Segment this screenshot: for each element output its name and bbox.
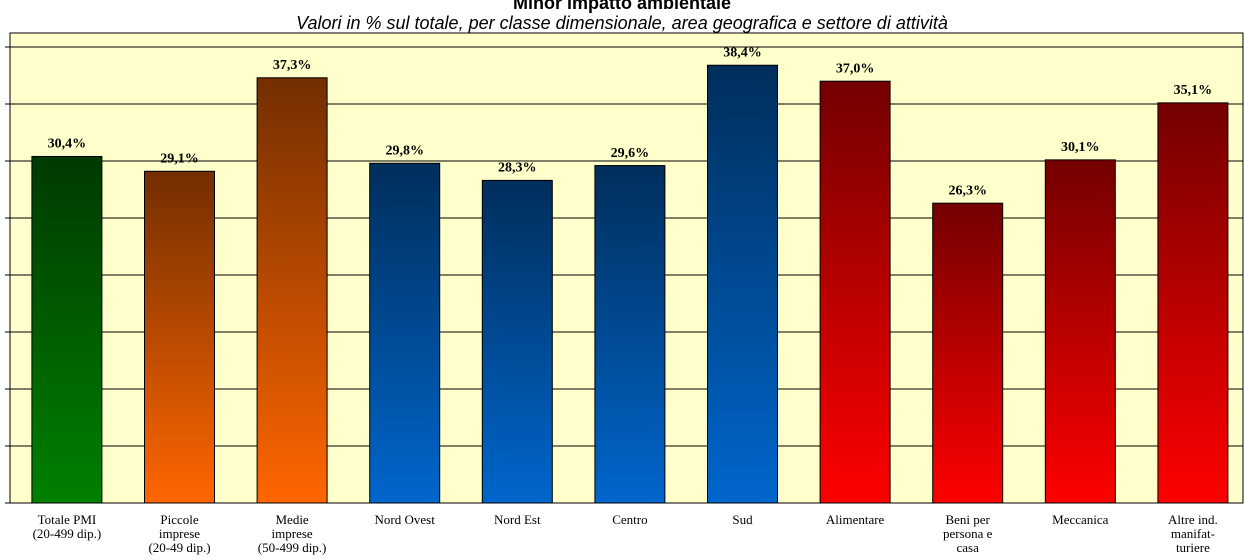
value-label: 30,1% [1061, 140, 1100, 155]
x-tick-label: Medie [275, 512, 308, 527]
x-tick-label: imprese [272, 526, 313, 541]
bar [819, 80, 891, 504]
bar [369, 162, 441, 504]
value-label: 26,3% [948, 183, 987, 198]
bar [707, 64, 778, 504]
value-label: 29,1% [160, 151, 199, 166]
x-tick-label: Alimentare [826, 512, 885, 527]
value-label: 38,4% [723, 45, 762, 60]
bar [1044, 159, 1116, 504]
x-tick-label: (20-499 dip.) [33, 526, 102, 541]
x-tick-label: Totale PMI [38, 512, 97, 527]
x-tick-label: Beni per [945, 512, 990, 527]
x-tick-label: casa [957, 540, 980, 555]
x-tick-label: imprese [159, 526, 200, 541]
value-label: 28,3% [498, 161, 537, 176]
bar [144, 170, 215, 504]
chart-subtitle: Valori in % sul totale, per classe dimen… [296, 13, 948, 33]
x-tick-label: Nord Ovest [375, 512, 436, 527]
x-tick-label: (20-49 dip.) [148, 540, 210, 555]
bar [932, 202, 1004, 504]
x-tick-label: Centro [612, 512, 647, 527]
x-tick-label: turiere [1176, 540, 1210, 555]
bar [594, 165, 666, 504]
x-tick-label: persona e [943, 526, 993, 541]
x-tick-label: Sud [732, 512, 753, 527]
chart-title: Minor impatto ambientale [513, 0, 731, 13]
bar [1157, 102, 1229, 504]
x-tick-label: Altre ind. [1168, 512, 1218, 527]
x-tick-label: (50-499 dip.) [258, 540, 327, 555]
value-label: 30,4% [48, 137, 87, 152]
value-label: 29,6% [611, 146, 650, 161]
value-label: 37,3% [273, 58, 312, 73]
bar [481, 179, 553, 504]
x-tick-label: manifat- [1171, 526, 1215, 541]
x-tick-label: Piccole [160, 512, 198, 527]
value-label: 35,1% [1174, 83, 1213, 98]
value-label: 37,0% [836, 61, 875, 76]
bar [31, 155, 103, 504]
x-tick-label: Nord Est [494, 512, 541, 527]
value-label: 29,8% [385, 143, 424, 158]
x-tick-label: Meccanica [1052, 512, 1109, 527]
bar [256, 77, 328, 504]
